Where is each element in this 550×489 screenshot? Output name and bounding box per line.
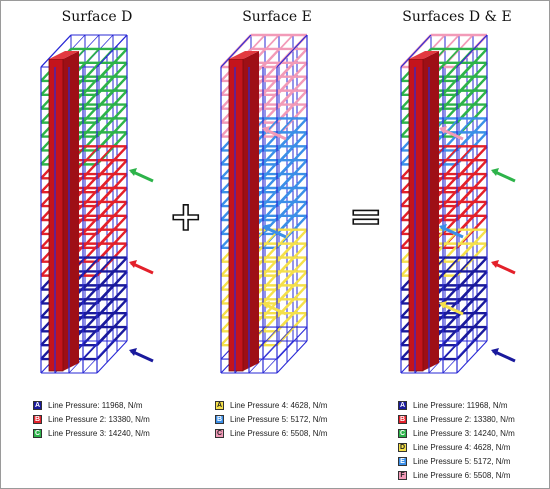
legend-label: Line Pressure 5: 5172, N/m bbox=[230, 414, 328, 424]
core-top bbox=[409, 51, 439, 59]
legend-label: Line Pressure 4: 4628, N/m bbox=[413, 442, 511, 452]
legend-label: Line Pressure 3: 14240, N/m bbox=[413, 428, 515, 438]
legend-item: A Line Pressure 4: 4628, N/m bbox=[215, 399, 327, 411]
load-arrow-head bbox=[262, 126, 270, 134]
legend-label: Line Pressure: 11968, N/m bbox=[48, 400, 143, 410]
load-arrow-head bbox=[491, 168, 499, 176]
legend-item: B Line Pressure 5: 5172, N/m bbox=[215, 413, 327, 425]
legend-label: Line Pressure 2: 13380, N/m bbox=[413, 414, 515, 424]
frame-member bbox=[96, 340, 128, 374]
plus-operator: + bbox=[168, 194, 203, 240]
legend-item: F Line Pressure 6: 5508, N/m bbox=[398, 469, 515, 481]
legend-swatch: C bbox=[215, 428, 224, 438]
core-top bbox=[229, 51, 259, 59]
panel-title-surface-e: Surface E bbox=[242, 9, 312, 25]
core-wall bbox=[228, 58, 244, 372]
legend-item: A Line Pressure: 11968, N/m bbox=[398, 399, 515, 411]
legend-swatch: B bbox=[33, 414, 42, 424]
legend-item: A Line Pressure: 11968, N/m bbox=[33, 399, 150, 411]
building-frames-drawing bbox=[40, 33, 516, 374]
legend-swatch: A bbox=[398, 400, 407, 410]
legend-swatch: A bbox=[33, 400, 42, 410]
legend-swatch: E bbox=[398, 456, 407, 466]
frame-member bbox=[96, 34, 128, 68]
legend-surface-de: A Line Pressure: 11968, N/m B Line Pressure… bbox=[398, 399, 515, 483]
frame-member bbox=[82, 326, 114, 360]
frame-member bbox=[276, 34, 308, 68]
frame-member bbox=[262, 312, 294, 346]
legend-label: Line Pressure 5: 5172, N/m bbox=[413, 456, 511, 466]
frame-member bbox=[456, 340, 488, 374]
legend-swatch: B bbox=[215, 414, 224, 424]
frame-member bbox=[442, 340, 474, 374]
frame-member bbox=[456, 326, 488, 360]
load-arrow-head bbox=[262, 301, 270, 309]
frame-member bbox=[262, 340, 294, 374]
equals-operator: = bbox=[348, 194, 383, 240]
legend-item: C Line Pressure 6: 5508, N/m bbox=[215, 427, 327, 439]
core-side bbox=[63, 51, 79, 371]
frame-member bbox=[456, 34, 488, 68]
legend-label: Line Pressure 6: 5508, N/m bbox=[230, 428, 328, 438]
load-arrow-head bbox=[491, 348, 499, 356]
legend-label: Line Pressure 3: 14240, N/m bbox=[48, 428, 150, 438]
legend-item: C Line Pressure 3: 14240, N/m bbox=[398, 427, 515, 439]
load-arrow-head bbox=[129, 260, 137, 268]
legend-item: B Line Pressure 2: 13380, N/m bbox=[33, 413, 150, 425]
load-arrow-head bbox=[439, 224, 447, 232]
panel-title-surface-d: Surface D bbox=[61, 9, 133, 25]
legend-item: E Line Pressure 5: 5172, N/m bbox=[398, 455, 515, 467]
frame-member bbox=[262, 326, 294, 360]
legend-swatch: A bbox=[215, 400, 224, 410]
core-wall bbox=[48, 58, 64, 372]
frame-member bbox=[276, 340, 308, 374]
core-wall bbox=[408, 58, 424, 372]
panel-title-surface-de: Surfaces D & E bbox=[402, 9, 512, 25]
load-arrow-head bbox=[129, 348, 137, 356]
load-arrow-head bbox=[439, 126, 447, 134]
frame-member bbox=[276, 312, 308, 347]
frame-member bbox=[220, 34, 252, 68]
legend-label: Line Pressure 2: 13380, N/m bbox=[48, 414, 150, 424]
core-side bbox=[243, 51, 259, 371]
frame-member bbox=[400, 34, 432, 68]
frame-member bbox=[40, 34, 72, 68]
legend-surface-e: A Line Pressure 4: 4628, N/m B Line Pressur… bbox=[215, 399, 327, 441]
load-arrow-head bbox=[129, 168, 137, 176]
legend-label: Line Pressure 6: 5508, N/m bbox=[413, 470, 511, 480]
load-arrow-head bbox=[491, 260, 499, 268]
frame-member bbox=[248, 340, 280, 374]
frame-member bbox=[82, 340, 114, 374]
legend-swatch: B bbox=[398, 414, 407, 424]
legend-label: Line Pressure: 11968, N/m bbox=[413, 400, 508, 410]
legend-swatch: C bbox=[398, 428, 407, 438]
legend-swatch: D bbox=[398, 442, 407, 452]
legend-item: C Line Pressure 3: 14240, N/m bbox=[33, 427, 150, 439]
load-arrow-head bbox=[439, 301, 447, 309]
legend-surface-d: A Line Pressure: 11968, N/m B Line Pressure… bbox=[33, 399, 150, 441]
core-top bbox=[49, 51, 79, 59]
legend-label: Line Pressure 4: 4628, N/m bbox=[230, 400, 328, 410]
frame-member bbox=[428, 340, 460, 374]
frame-member bbox=[96, 326, 128, 360]
legend-swatch: F bbox=[398, 470, 407, 480]
frame-member bbox=[68, 340, 100, 374]
frame-member bbox=[276, 326, 308, 360]
legend-swatch: C bbox=[33, 428, 42, 438]
load-arrow-head bbox=[262, 224, 270, 232]
core-side bbox=[423, 51, 439, 371]
legend-item: D Line Pressure 4: 4628, N/m bbox=[398, 441, 515, 453]
legend-item: B Line Pressure 2: 13380, N/m bbox=[398, 413, 515, 425]
frame-member bbox=[442, 326, 474, 360]
